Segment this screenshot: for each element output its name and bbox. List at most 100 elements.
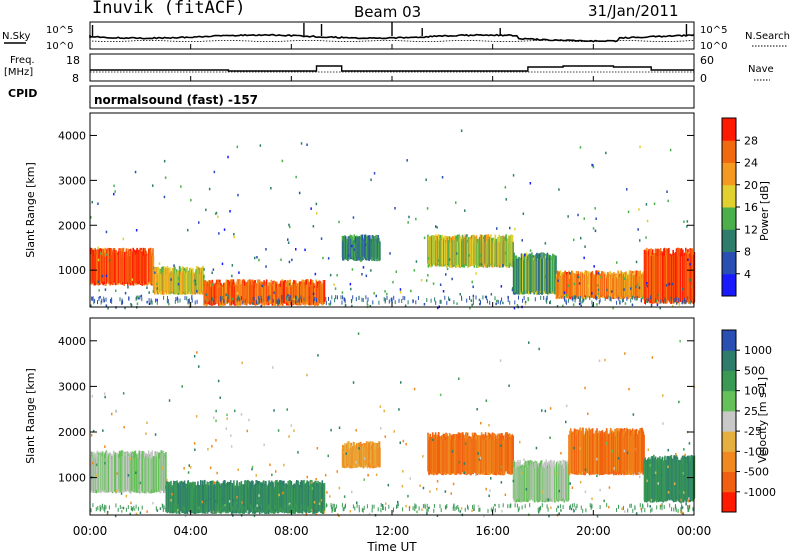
range-cell — [189, 466, 192, 469]
range-cell — [599, 298, 601, 303]
range-cell — [573, 503, 575, 508]
range-cell — [255, 300, 257, 305]
range-cell — [451, 450, 454, 453]
range-cell — [125, 507, 127, 512]
range-cell — [375, 294, 377, 298]
range-cell — [469, 306, 471, 310]
range-cell — [371, 508, 373, 513]
range-cell — [326, 503, 327, 508]
range-cell — [682, 512, 684, 515]
range-cell — [539, 507, 541, 512]
range-cell — [273, 291, 275, 294]
range-cell — [441, 176, 444, 179]
range-cell — [133, 505, 135, 510]
range-cell — [392, 280, 394, 284]
range-cell — [297, 451, 299, 454]
range-cell — [592, 164, 594, 167]
range-cell — [223, 228, 226, 231]
range-cell — [644, 508, 646, 513]
range-cell — [565, 404, 568, 408]
range-cell — [639, 145, 641, 149]
range-cell — [456, 302, 458, 305]
range-cell — [163, 295, 165, 300]
colorbar-tick-label: 1000 — [744, 344, 772, 357]
range-cell — [546, 295, 548, 300]
range-cell — [414, 507, 416, 512]
range-cell — [373, 172, 376, 175]
range-cell — [549, 407, 552, 410]
range-cell — [252, 297, 254, 302]
range-cell — [91, 200, 93, 204]
range-cell — [683, 491, 685, 494]
range-cell — [417, 296, 419, 300]
range-cell — [295, 300, 296, 305]
range-cell — [461, 297, 463, 301]
range-cell — [255, 506, 256, 511]
range-cell — [90, 304, 92, 307]
range-cell — [580, 304, 582, 308]
range-cell — [111, 297, 113, 302]
range-cell — [629, 503, 631, 508]
range-cell — [325, 296, 327, 301]
range-cell — [446, 267, 449, 271]
range-cell — [645, 300, 646, 305]
range-cell — [460, 507, 463, 510]
range-cell — [397, 500, 399, 504]
range-cell — [316, 298, 317, 303]
range-cell — [258, 298, 260, 303]
x-tick-label: 08:00 — [274, 524, 309, 538]
range-cell — [345, 452, 347, 455]
range-cell — [328, 302, 330, 306]
range-cell — [358, 508, 360, 513]
range-cell — [205, 499, 207, 502]
range-cell — [661, 506, 663, 511]
range-cell — [689, 300, 691, 305]
range-cell — [272, 298, 274, 303]
range-cell — [283, 463, 285, 467]
range-cell — [248, 418, 250, 422]
range-cell — [123, 425, 125, 429]
range-cell — [241, 506, 243, 511]
range-cell — [439, 299, 441, 304]
range-cell — [184, 514, 187, 517]
range-cell — [563, 291, 566, 294]
range-cell — [135, 512, 138, 515]
range-cell — [276, 300, 278, 305]
range-cell — [213, 481, 216, 484]
range-cell — [91, 461, 94, 465]
range-cell — [675, 296, 677, 301]
range-cell — [662, 394, 664, 397]
range-cell — [569, 504, 571, 509]
range-cell — [673, 507, 675, 512]
range-cell — [159, 507, 162, 510]
range-cell — [233, 300, 235, 305]
range-cell — [320, 237, 323, 240]
y-tick-label: 4000 — [58, 129, 86, 142]
range-cell — [426, 279, 428, 282]
range-cell — [653, 474, 655, 478]
range-cell — [687, 296, 689, 301]
range-cell — [205, 293, 208, 296]
colorbar-tick-label: 100 — [744, 385, 765, 398]
velocity-data — [90, 332, 696, 518]
range-cell — [234, 409, 236, 413]
range-cell — [584, 245, 586, 248]
range-cell — [177, 283, 180, 286]
range-cell — [635, 298, 638, 301]
range-cell — [237, 508, 239, 513]
range-cell — [288, 297, 290, 302]
range-cell — [549, 301, 551, 304]
range-cell — [306, 486, 308, 490]
range-cell — [672, 305, 674, 308]
range-cell — [287, 294, 289, 297]
range-cell — [650, 295, 652, 300]
range-cell — [572, 303, 575, 306]
range-cell — [388, 299, 390, 304]
range-cell — [569, 505, 571, 510]
range-cell — [656, 303, 659, 306]
range-cell — [582, 298, 584, 303]
range-cell — [105, 297, 107, 302]
range-cell — [308, 506, 310, 510]
range-cell — [130, 501, 132, 505]
range-cell — [667, 491, 670, 494]
